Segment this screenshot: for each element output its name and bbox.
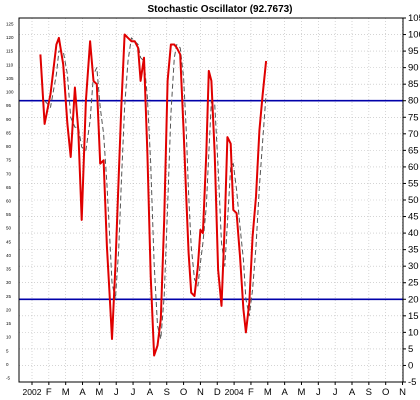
x-tick-label-7: A <box>147 387 154 398</box>
y-tick-label-left-18: 85 <box>6 130 12 135</box>
y-tick-label-left-25: 120 <box>6 35 14 40</box>
x-tick-label-9: O <box>180 387 187 398</box>
y-tick-label-right-35: 35 <box>408 245 419 256</box>
y-tick-label-right-5: 5 <box>408 344 413 355</box>
y-tick-label-right-105: 105 <box>408 13 420 24</box>
y-axis-left-ticks: -5 0 5 10 15 20 25 30 35 40 45 50 55 60 65 70 75 80 85 90 95… <box>6 22 14 381</box>
y-tick-label-left-26: 125 <box>6 22 14 27</box>
y-tick-label-left-5: 20 <box>6 307 12 312</box>
y-tick-label-right-85: 85 <box>408 79 419 90</box>
y-tick-label-left-7: 30 <box>6 280 12 285</box>
y-tick-label-left-17: 80 <box>6 144 12 149</box>
y-tick-label-right-75: 75 <box>408 112 419 123</box>
x-tick-label-21: O <box>382 387 389 398</box>
y-tick-label-right-15: 15 <box>408 311 419 322</box>
y-tick-label-left-11: 50 <box>6 226 12 231</box>
y-tick-label-right-45: 45 <box>408 212 419 223</box>
y-tick-label-left-0: -5 <box>6 376 10 381</box>
y-tick-label-right--5: -5 <box>408 377 416 388</box>
x-tick-label-8: S <box>164 387 170 398</box>
y-tick-label-right-55: 55 <box>408 178 419 189</box>
x-tick-label-14: M <box>264 387 272 398</box>
y-tick-label-right-100: 100 <box>408 30 420 41</box>
x-tick-label-4: M <box>95 387 103 398</box>
y-tick-label-right-30: 30 <box>408 261 419 272</box>
y-tick-label-right-40: 40 <box>408 228 419 239</box>
y-tick-label-left-16: 75 <box>6 158 12 163</box>
x-tick-label-11: D <box>214 387 221 398</box>
y-tick-label-left-21: 100 <box>6 90 14 95</box>
y-tick-label-left-14: 65 <box>6 185 12 190</box>
y-tick-label-left-8: 35 <box>6 267 12 272</box>
y-tick-label-left-4: 15 <box>6 321 12 326</box>
x-tick-label-13: F <box>248 387 254 398</box>
y-tick-label-left-15: 70 <box>6 171 12 176</box>
x-tick-label-10: N <box>197 387 204 398</box>
y-tick-label-left-24: 115 <box>6 49 14 54</box>
x-tick-label-19: A <box>349 387 356 398</box>
x-tick-label-18: J <box>333 387 338 398</box>
y-tick-label-left-1: 0 <box>6 362 9 367</box>
y-tick-label-left-23: 110 <box>6 62 14 67</box>
x-tick-label-17: J <box>316 387 321 398</box>
x-tick-label-3: A <box>79 387 86 398</box>
y-tick-label-left-2: 5 <box>6 348 9 353</box>
x-tick-label-1: F <box>46 387 52 398</box>
y-tick-label-right-20: 20 <box>408 294 419 305</box>
x-tick-label-5: J <box>114 387 119 398</box>
fast-oscillator-line <box>39 33 268 357</box>
y-axis-right-ticks: -5 0 5 10 15 20 25 30 35 40 45 50 55 60 65 70 75 80 85 90 95… <box>403 13 420 388</box>
y-tick-label-left-10: 45 <box>6 239 12 244</box>
slow-signal-line <box>44 37 267 340</box>
y-tick-label-left-20: 95 <box>6 103 12 108</box>
x-tick-label-2: M <box>62 387 70 398</box>
y-tick-label-right-95: 95 <box>408 46 419 57</box>
chart-title: Stochastic Oscillator (92.7673) <box>147 4 292 15</box>
y-tick-label-left-13: 60 <box>6 199 12 204</box>
y-tick-label-left-12: 55 <box>6 212 12 217</box>
y-tick-label-right-25: 25 <box>408 278 419 289</box>
x-axis-ticks: 2002 F M A M J J A S O N D 2004 F M A M J J A S O N <box>23 382 406 398</box>
x-tick-label-22: N <box>399 387 406 398</box>
y-tick-label-right-90: 90 <box>408 63 419 74</box>
x-tick-label-0: 2002 <box>23 387 42 397</box>
y-tick-label-right-0: 0 <box>408 360 413 371</box>
x-tick-label-20: S <box>366 387 372 398</box>
x-tick-label-16: M <box>298 387 306 398</box>
x-tick-label-15: A <box>281 387 288 398</box>
y-tick-label-right-70: 70 <box>408 129 419 140</box>
series-layer <box>39 33 268 357</box>
y-tick-label-left-9: 40 <box>6 253 12 258</box>
y-tick-label-right-50: 50 <box>408 195 419 206</box>
y-tick-label-left-6: 25 <box>6 294 12 299</box>
y-tick-label-right-10: 10 <box>408 327 419 338</box>
y-tick-label-left-22: 105 <box>6 76 14 81</box>
y-tick-label-right-60: 60 <box>408 162 419 173</box>
y-tick-label-right-65: 65 <box>408 145 419 156</box>
y-tick-label-left-19: 90 <box>6 117 12 122</box>
y-tick-label-left-3: 10 <box>6 335 12 340</box>
x-tick-label-12: 2004 <box>225 387 244 397</box>
y-tick-label-right-80: 80 <box>408 96 419 107</box>
x-tick-label-6: J <box>131 387 136 398</box>
